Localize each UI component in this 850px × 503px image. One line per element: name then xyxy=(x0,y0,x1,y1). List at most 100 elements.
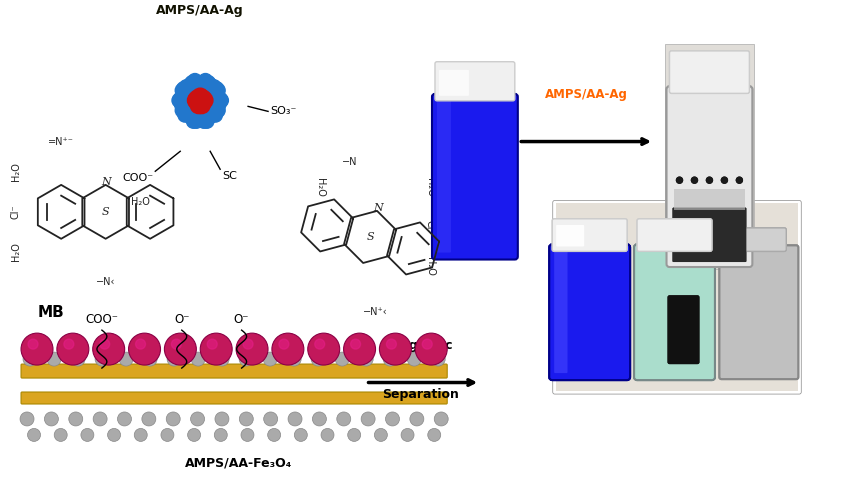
Circle shape xyxy=(239,352,253,366)
FancyBboxPatch shape xyxy=(638,219,712,252)
Circle shape xyxy=(181,108,195,122)
Circle shape xyxy=(272,333,303,365)
Circle shape xyxy=(108,429,121,442)
Circle shape xyxy=(210,85,224,99)
Circle shape xyxy=(190,86,216,111)
Text: COO⁻: COO⁻ xyxy=(122,173,153,183)
Circle shape xyxy=(190,111,205,125)
Circle shape xyxy=(206,94,220,107)
Circle shape xyxy=(175,98,189,112)
Circle shape xyxy=(178,98,192,112)
Circle shape xyxy=(287,352,301,366)
Circle shape xyxy=(431,352,445,366)
Circle shape xyxy=(198,78,212,92)
Circle shape xyxy=(211,83,225,98)
Circle shape xyxy=(178,88,192,102)
FancyBboxPatch shape xyxy=(638,219,712,252)
Circle shape xyxy=(204,102,218,116)
Circle shape xyxy=(212,92,227,106)
Circle shape xyxy=(207,105,221,118)
Circle shape xyxy=(202,83,217,98)
Text: SC: SC xyxy=(222,171,237,181)
Circle shape xyxy=(215,352,230,366)
Circle shape xyxy=(210,105,224,119)
Text: AMPS/AA-Fe₃O₄: AMPS/AA-Fe₃O₄ xyxy=(184,456,292,469)
Circle shape xyxy=(202,104,217,117)
Circle shape xyxy=(200,114,214,128)
FancyBboxPatch shape xyxy=(556,225,584,246)
Text: H₂O: H₂O xyxy=(425,258,435,276)
Circle shape xyxy=(211,104,225,117)
Circle shape xyxy=(189,90,206,107)
Circle shape xyxy=(706,177,712,183)
FancyBboxPatch shape xyxy=(21,364,447,378)
Circle shape xyxy=(201,75,215,90)
FancyBboxPatch shape xyxy=(728,228,786,252)
Circle shape xyxy=(172,94,186,107)
Text: Magnetic: Magnetic xyxy=(388,340,453,353)
FancyBboxPatch shape xyxy=(719,245,798,379)
Circle shape xyxy=(186,114,201,128)
FancyBboxPatch shape xyxy=(437,101,451,253)
Circle shape xyxy=(167,352,181,366)
Circle shape xyxy=(197,114,211,128)
Circle shape xyxy=(722,177,728,183)
Circle shape xyxy=(184,110,198,124)
Circle shape xyxy=(204,105,218,119)
Circle shape xyxy=(186,93,212,118)
Circle shape xyxy=(69,412,82,426)
Circle shape xyxy=(192,88,209,105)
FancyBboxPatch shape xyxy=(549,244,630,380)
FancyBboxPatch shape xyxy=(672,208,746,262)
Circle shape xyxy=(215,412,229,426)
FancyBboxPatch shape xyxy=(634,244,715,380)
Circle shape xyxy=(706,177,712,183)
Circle shape xyxy=(196,108,210,122)
Circle shape xyxy=(99,339,110,349)
Circle shape xyxy=(54,429,67,442)
FancyBboxPatch shape xyxy=(665,44,754,269)
Circle shape xyxy=(241,429,254,442)
Text: H₂O: H₂O xyxy=(11,242,20,261)
Circle shape xyxy=(196,79,210,93)
FancyBboxPatch shape xyxy=(549,244,630,380)
Circle shape xyxy=(386,412,400,426)
Circle shape xyxy=(350,339,360,349)
Text: SO₃⁻: SO₃⁻ xyxy=(270,106,297,116)
Circle shape xyxy=(361,412,375,426)
Circle shape xyxy=(200,82,214,96)
Circle shape xyxy=(128,333,161,365)
Circle shape xyxy=(182,105,196,119)
Circle shape xyxy=(176,95,190,108)
Circle shape xyxy=(434,412,448,426)
Circle shape xyxy=(207,85,221,99)
Circle shape xyxy=(185,75,199,90)
Circle shape xyxy=(204,85,218,99)
Circle shape xyxy=(179,100,194,114)
Circle shape xyxy=(188,106,202,120)
Circle shape xyxy=(184,77,198,91)
Circle shape xyxy=(308,333,340,365)
Text: O⁻: O⁻ xyxy=(234,313,249,326)
Circle shape xyxy=(142,412,156,426)
Text: N: N xyxy=(373,203,382,213)
Circle shape xyxy=(214,94,229,107)
Circle shape xyxy=(206,88,219,102)
Text: N: N xyxy=(101,177,110,187)
Circle shape xyxy=(190,412,205,426)
Circle shape xyxy=(194,110,208,124)
Circle shape xyxy=(195,90,212,107)
Circle shape xyxy=(677,177,683,183)
Circle shape xyxy=(23,352,37,366)
FancyBboxPatch shape xyxy=(552,219,627,252)
Circle shape xyxy=(192,110,207,124)
Circle shape xyxy=(198,73,212,88)
Circle shape xyxy=(177,105,190,119)
Circle shape xyxy=(192,93,209,110)
Circle shape xyxy=(387,339,396,349)
Circle shape xyxy=(193,97,210,114)
Text: H₂O: H₂O xyxy=(11,162,20,182)
Circle shape xyxy=(93,333,125,365)
Circle shape xyxy=(268,429,280,442)
Circle shape xyxy=(314,339,325,349)
